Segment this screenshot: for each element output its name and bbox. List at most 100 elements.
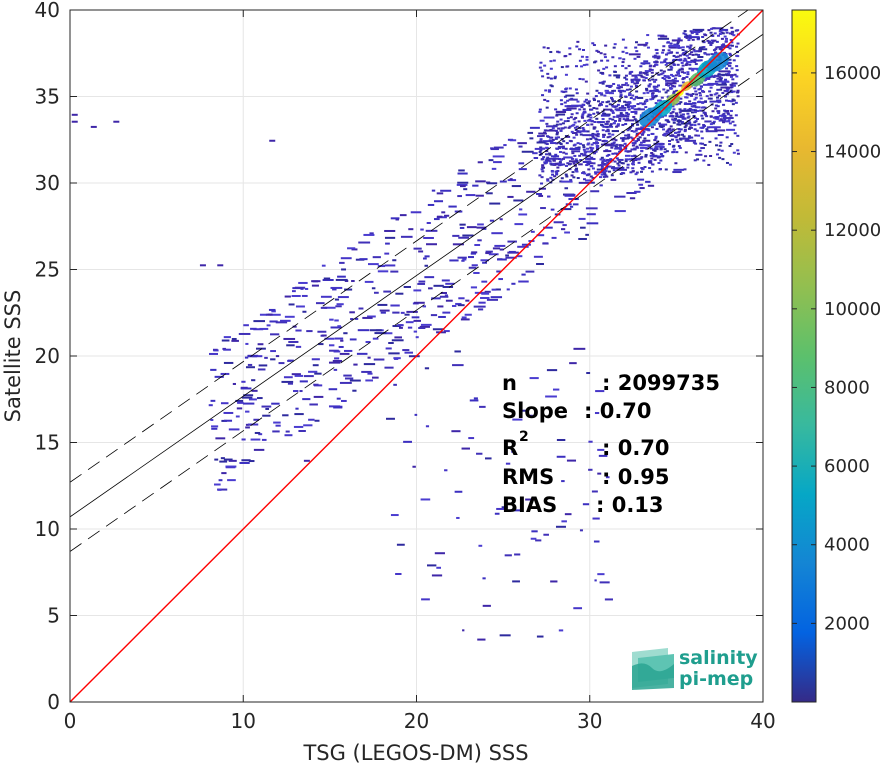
scatter-point (605, 476, 610, 479)
scatter-point (691, 53, 695, 56)
scatter-point (654, 145, 663, 148)
scatter-point (618, 117, 622, 120)
scatter-point (675, 80, 679, 83)
density-point (706, 52, 729, 72)
scatter-point (253, 448, 265, 451)
scatter-point (566, 117, 570, 120)
scatter-point (619, 94, 623, 97)
scatter-point (725, 93, 729, 96)
scatter-point (461, 316, 467, 319)
scatter-point (259, 313, 267, 316)
scatter-point (531, 530, 538, 533)
scatter-point (606, 128, 610, 131)
scatter-point (592, 142, 600, 145)
scatter-point (714, 80, 718, 83)
scatter-point (716, 110, 721, 113)
scatter-point (335, 278, 348, 281)
scatter-point (723, 115, 727, 118)
scatter-point (688, 100, 692, 103)
scatter-point (609, 158, 613, 161)
scatter-point (657, 73, 661, 76)
scatter-point (635, 140, 639, 143)
scatter-point (403, 285, 411, 288)
scatter-point (685, 75, 689, 78)
scatter-point (508, 250, 516, 253)
scatter-point (599, 52, 603, 55)
scatter-point (602, 175, 606, 178)
scatter-point (580, 152, 584, 155)
scatter-point (729, 54, 733, 57)
scatter-point (546, 47, 550, 50)
scatter-point (610, 174, 614, 177)
scatter-point (590, 156, 594, 159)
scatter-point (699, 30, 703, 33)
scatter-point (671, 105, 675, 108)
scatter-point (623, 76, 627, 79)
scatter-point (688, 53, 692, 56)
scatter-point (715, 144, 719, 147)
scatter-point (597, 448, 605, 451)
scatter-point (663, 59, 667, 62)
scatter-point (626, 117, 630, 120)
scatter-point (543, 64, 547, 67)
scatter-point (587, 102, 591, 105)
scatter-point (349, 338, 357, 341)
scatter-point (662, 70, 666, 73)
scatter-point (333, 368, 338, 371)
scatter-point (562, 91, 566, 94)
scatter-point (708, 40, 712, 43)
scatter-point (627, 135, 631, 138)
scatter-point (413, 301, 425, 304)
scatter-point (588, 113, 592, 116)
scatter-point (553, 175, 557, 178)
scatter-point (430, 314, 438, 317)
scatter-point (718, 119, 722, 122)
scatter-point (735, 69, 739, 72)
scatter-point (639, 65, 643, 68)
scatter-point (583, 119, 587, 122)
scatter-point (595, 89, 599, 92)
scatter-point (721, 91, 725, 94)
scatter-point (405, 321, 414, 324)
scatter-point (683, 30, 687, 33)
scatter-point (437, 305, 444, 308)
scatter-point (637, 96, 644, 99)
scatter-point (467, 256, 474, 259)
scatter-point (265, 407, 270, 410)
scatter-point (708, 90, 712, 93)
scatter-point (538, 150, 542, 153)
scatter-point (696, 110, 700, 113)
x-tick-label: 0 (64, 709, 77, 733)
scatter-point (521, 273, 526, 276)
scatter-point (669, 42, 673, 45)
scatter-point (715, 75, 719, 78)
scatter-point (624, 74, 628, 77)
scatter-point (359, 258, 368, 261)
scatter-point (621, 50, 625, 53)
scatter-point (629, 171, 633, 174)
scatter-point (529, 126, 540, 129)
scatter-point (640, 133, 644, 136)
scatter-point (726, 112, 730, 115)
scatter-point (733, 132, 737, 135)
scatter-point (562, 108, 572, 111)
scatter-point (607, 100, 611, 103)
scatter-point (731, 120, 735, 123)
scatter-point (628, 92, 632, 95)
scatter-point (349, 311, 355, 314)
scatter-point (626, 163, 630, 166)
scatter-point (521, 243, 531, 246)
scatter-point (686, 112, 690, 115)
scatter-point (638, 183, 644, 186)
scatter-point (667, 128, 671, 131)
scatter-point (715, 92, 719, 95)
scatter-point (676, 131, 680, 134)
scatter-point (736, 149, 740, 152)
scatter-point (585, 58, 589, 61)
scatter-point (270, 358, 276, 361)
scatter-point (689, 44, 693, 47)
scatter-point (612, 82, 616, 85)
scatter-point (486, 192, 493, 195)
scatter-point (586, 372, 591, 375)
scatter-point (493, 161, 502, 164)
